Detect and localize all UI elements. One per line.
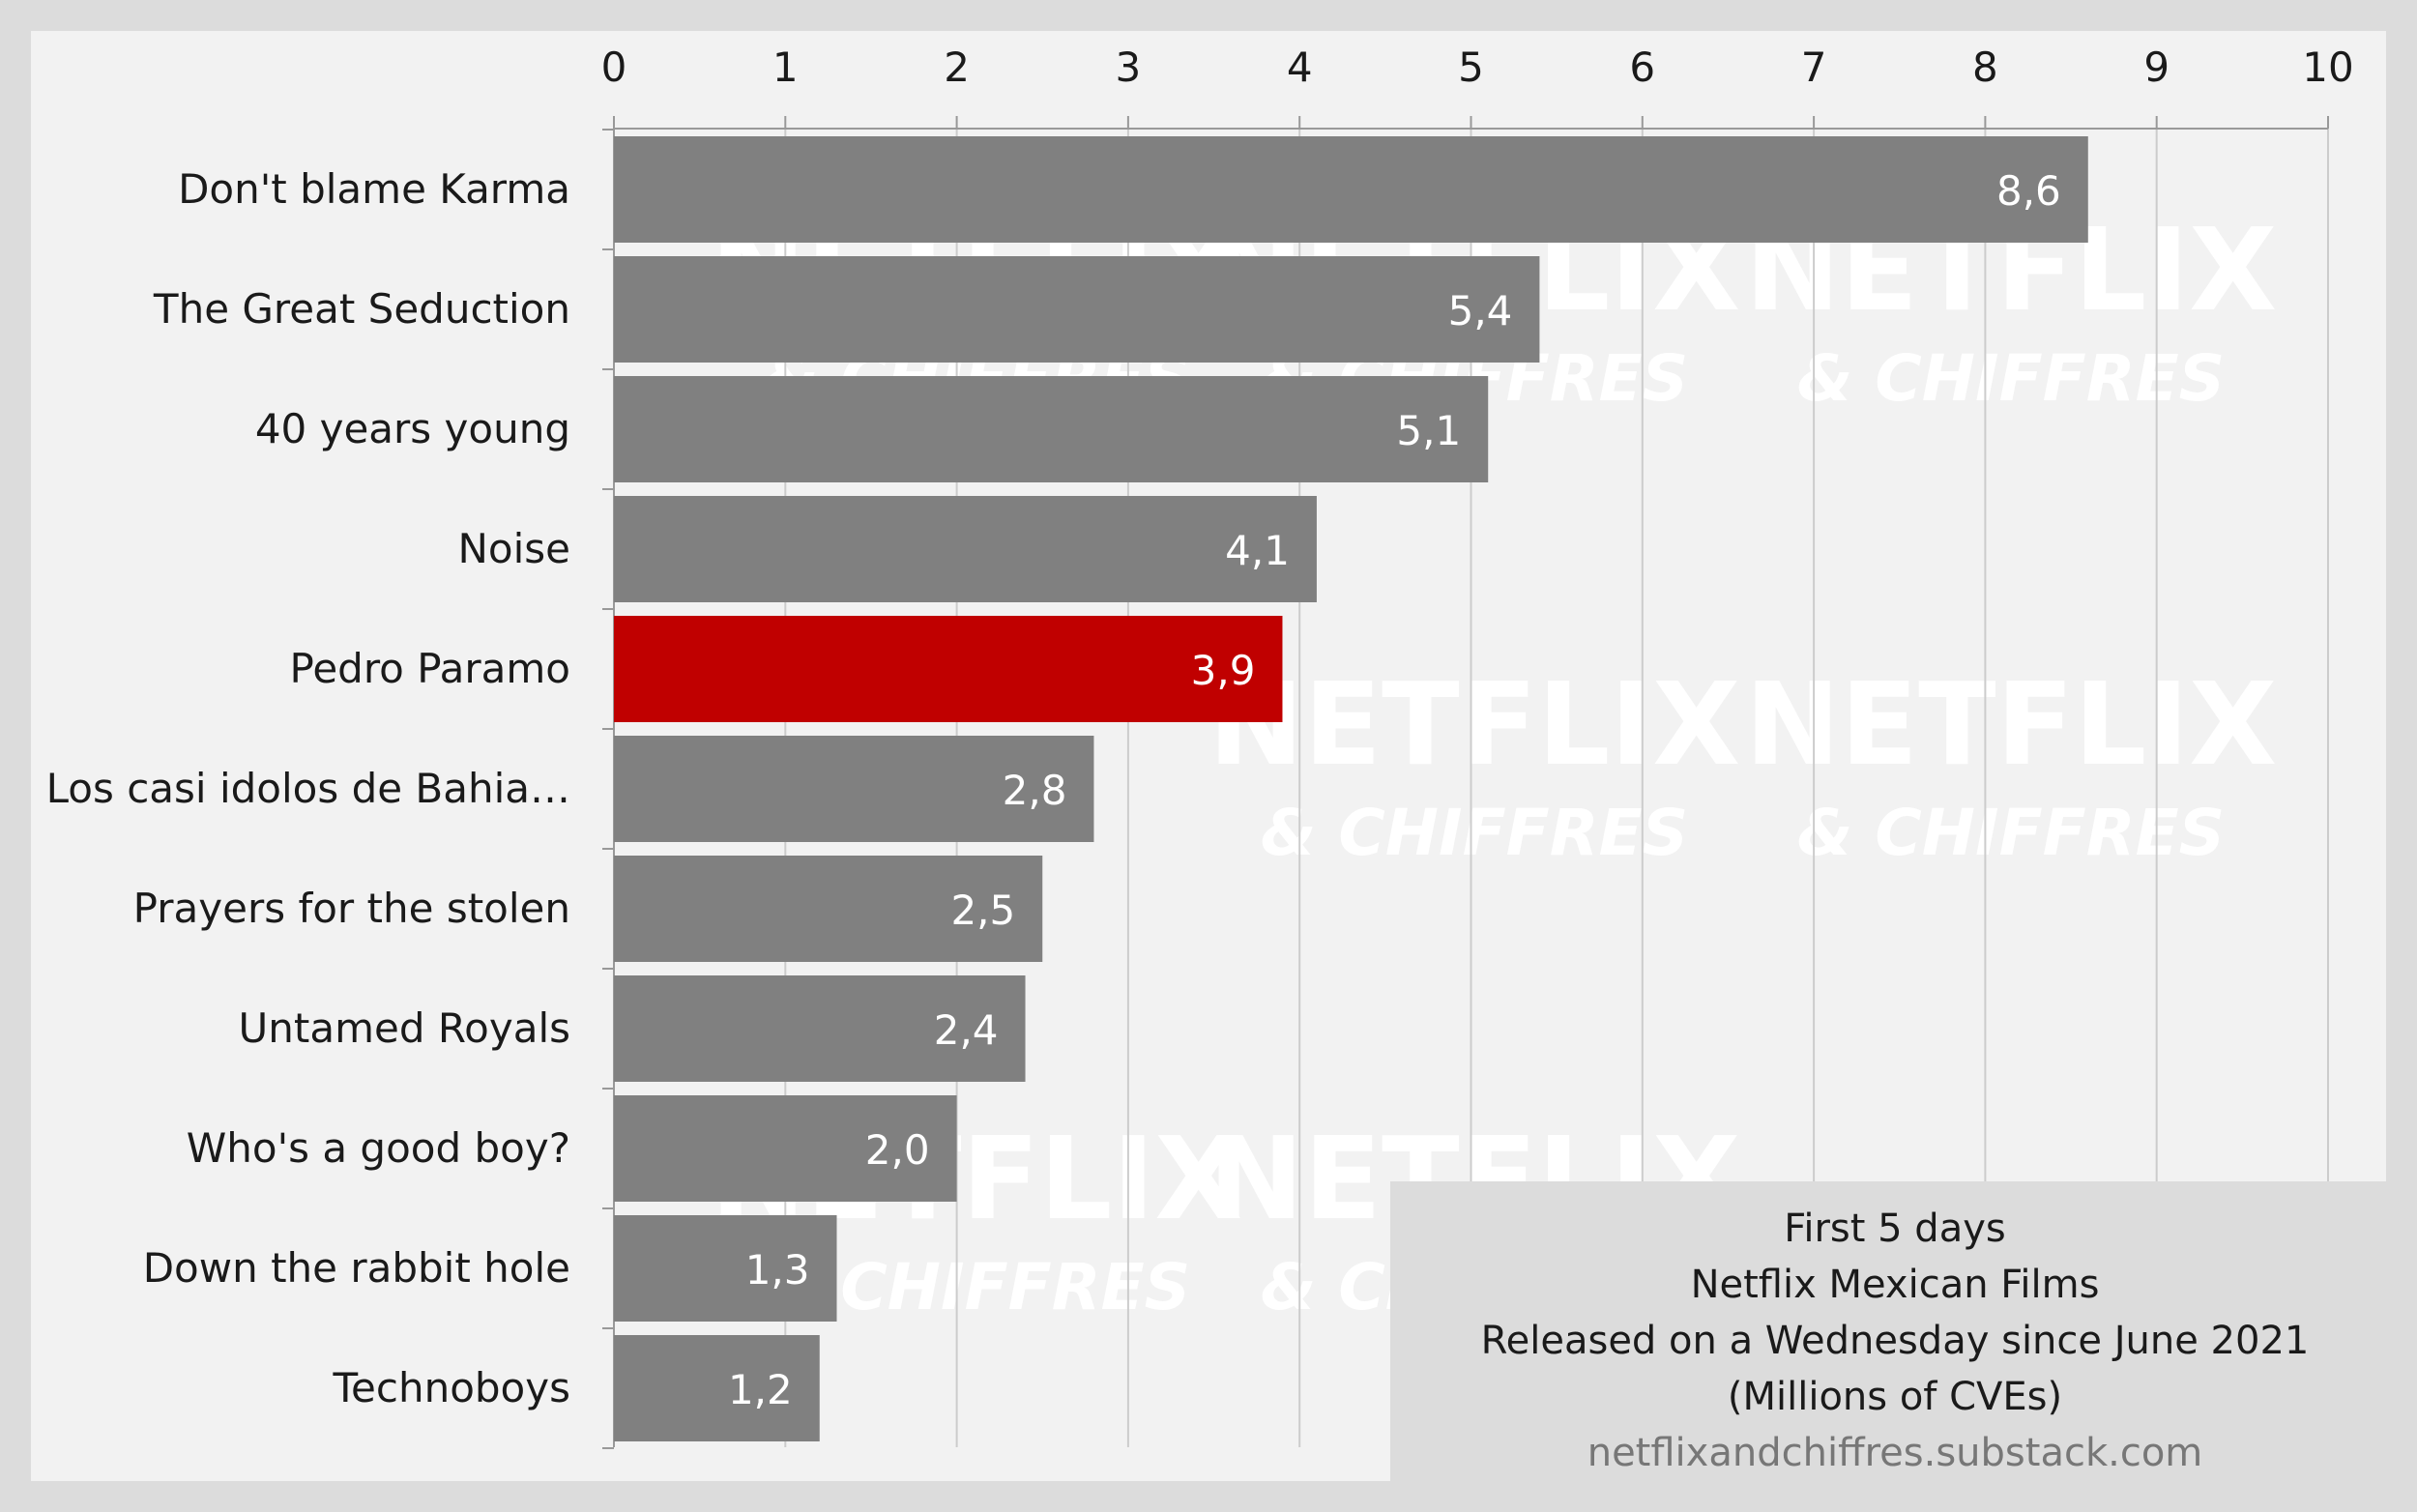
annotation-background <box>1390 1181 2386 1481</box>
bar <box>614 975 1026 1082</box>
value-label: 3,9 <box>1191 647 1256 694</box>
bar <box>614 256 1540 363</box>
bar <box>614 736 1094 842</box>
x-tick-label: 7 <box>1801 44 1827 91</box>
value-label: 8,6 <box>1996 167 2061 215</box>
value-label: 2,0 <box>865 1126 930 1174</box>
value-labels: 8,6 5,4 5,1 4,1 3,9 2,8 2,5 2,4 2,0 1,3 1,2 <box>728 167 2061 1413</box>
value-label: 1,2 <box>728 1366 793 1413</box>
bar <box>614 496 1317 602</box>
x-tick-label: 1 <box>772 44 799 91</box>
watermark-text: NETFLIX <box>1208 657 1741 791</box>
bar-highlighted <box>614 616 1283 722</box>
value-label: 5,1 <box>1396 407 1461 454</box>
category-label: Prayers for the stolen <box>133 885 570 932</box>
x-tick-label: 4 <box>1287 44 1313 91</box>
watermark-subtext: & CHIFFRES <box>1797 341 2225 416</box>
category-label: Don't blame Karma <box>178 165 570 213</box>
category-label: The Great Seduction <box>153 285 570 333</box>
bars-group <box>614 136 2088 1441</box>
x-tick-label: 5 <box>1458 44 1484 91</box>
watermark-subtext: & CHIFFRES <box>1261 796 1688 870</box>
source-credit: netflixandchiffres.substack.com <box>1587 1431 2203 1475</box>
category-label: Los casi idolos de Bahia… <box>46 765 570 812</box>
bar <box>614 136 2088 243</box>
category-labels: Don't blame Karma The Great Seduction 40 y… <box>46 165 570 1411</box>
annotation-line-4: (Millions of CVEs) <box>1728 1375 2062 1419</box>
annotation-line-2: Netflix Mexican Films <box>1691 1263 2100 1307</box>
value-label: 4,1 <box>1225 527 1290 574</box>
bar <box>614 1095 957 1202</box>
category-label: Technoboys <box>333 1364 570 1411</box>
x-tick-label: 6 <box>1629 44 1655 91</box>
annotation-box: First 5 days Netflix Mexican Films Relea… <box>1390 1181 2386 1481</box>
x-tick-label: 2 <box>944 44 970 91</box>
category-label: 40 years young <box>255 405 570 452</box>
category-label: Pedro Paramo <box>289 645 570 692</box>
bar <box>614 376 1489 482</box>
annotation-line-1: First 5 days <box>1784 1207 2005 1251</box>
category-label: Noise <box>457 525 570 572</box>
bar <box>614 856 1043 962</box>
x-tick-label: 8 <box>1972 44 1998 91</box>
x-tick-label: 10 <box>2302 44 2353 91</box>
x-tick-label: 0 <box>601 44 627 91</box>
value-label: 2,4 <box>934 1006 999 1054</box>
value-label: 5,4 <box>1448 287 1513 334</box>
value-label: 2,5 <box>950 887 1015 934</box>
x-tick-label: 9 <box>2143 44 2169 91</box>
watermark-subtext: & CHIFFRES <box>1797 796 2225 870</box>
category-label: Untamed Royals <box>239 1004 570 1052</box>
bar <box>614 1335 820 1441</box>
watermark-text: NETFLIX <box>1745 657 2278 791</box>
bar <box>614 1215 837 1322</box>
x-tick-label: 3 <box>1116 44 1142 91</box>
value-label: 2,8 <box>1003 767 1067 814</box>
annotation-line-3: Released on a Wednesday since June 2021 <box>1481 1319 2310 1363</box>
category-label: Down the rabbit hole <box>143 1244 570 1292</box>
category-label: Who's a good boy? <box>187 1124 570 1172</box>
value-label: 1,3 <box>745 1246 810 1294</box>
